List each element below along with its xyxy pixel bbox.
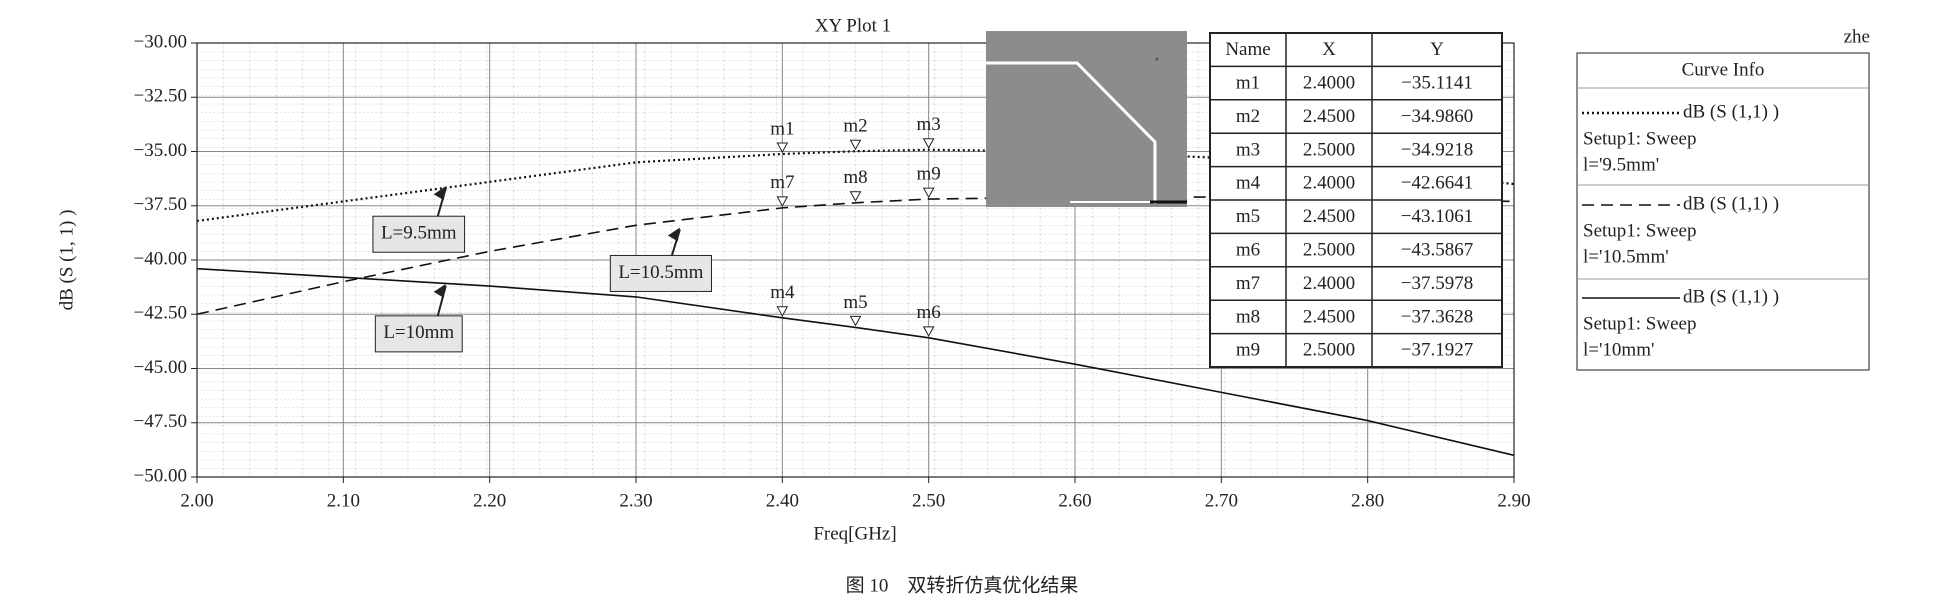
table-cell: 2.5000 [1303, 139, 1355, 160]
table-cell: 2.5000 [1303, 340, 1355, 361]
marker [922, 326, 935, 337]
annotation-box [374, 315, 463, 353]
table-cell: m2 [1236, 106, 1260, 127]
table-cell: −37.1927 [1401, 340, 1473, 361]
y-tick-label: −50.00 [134, 465, 187, 486]
marker [922, 138, 935, 149]
marker-table: Name X Ym1 2.4000 −35.1141 m2 2.4500 −34.9860 m3… [1209, 32, 1503, 368]
marker-label: m7 [770, 172, 794, 193]
legend-title: Curve Info [1682, 59, 1765, 80]
table-cell: 2.4500 [1303, 106, 1355, 127]
marker-label: m6 [917, 302, 941, 323]
legend-param: l='9.5mm' [1583, 154, 1659, 175]
marker-label: m5 [843, 292, 867, 313]
x-tick-label: 2.10 [327, 490, 360, 511]
marker-label: m8 [843, 167, 867, 188]
x-tick-label: 2.60 [1058, 490, 1091, 511]
marker-label: m3 [917, 114, 941, 135]
table-cell: −42.6641 [1401, 173, 1473, 194]
x-tick-label: 2.70 [1205, 490, 1238, 511]
chart-title: XY Plot 1 [815, 15, 891, 36]
x-tick-label: 2.20 [473, 490, 506, 511]
y-tick-label: −45.00 [134, 357, 187, 378]
table-cell: −37.3628 [1401, 306, 1473, 327]
series-line [196, 148, 1515, 223]
legend-param: l='10.5mm' [1583, 246, 1669, 267]
annotation-text: L=10.5mm [618, 262, 703, 283]
y-tick-label: −30.00 [134, 31, 187, 52]
x-tick-label: 2.50 [912, 490, 945, 511]
marker [849, 315, 862, 327]
annotation-arrowhead [433, 283, 446, 298]
annotation-box [372, 215, 466, 253]
caption: 图 10 双转折仿真优化结果 [846, 574, 1079, 596]
table-cell: −34.9218 [1401, 139, 1473, 160]
table-cell: m7 [1236, 273, 1260, 294]
x-tick-label: 2.30 [619, 490, 652, 511]
x-tick-label: 2.00 [180, 490, 213, 511]
marker [776, 142, 789, 154]
table-cell: 2.4000 [1303, 273, 1355, 294]
table-cell: 2.5000 [1303, 239, 1355, 260]
y-tick-label: −47.50 [134, 411, 187, 432]
legend-setup: Setup1: Sweep [1583, 313, 1696, 334]
table-cell: −43.5867 [1401, 239, 1473, 260]
y-axis-label: dB (S (1, 1) ) [56, 210, 77, 311]
x-tick-label: 2.40 [766, 490, 799, 511]
table-cell: −35.1141 [1401, 72, 1473, 93]
table-cell: 2.4500 [1303, 306, 1355, 327]
legend-label: dB (S (1,1) ) [1683, 193, 1779, 214]
inset-image [986, 31, 1187, 207]
table-header: Name [1225, 39, 1270, 60]
y-tick-label: −37.50 [134, 194, 187, 215]
legend-setup: Setup1: Sweep [1583, 220, 1696, 241]
table-cell: m9 [1236, 340, 1260, 361]
marker [776, 306, 789, 317]
annotation-arrowhead [667, 227, 680, 242]
table-cell: −34.9860 [1401, 106, 1473, 127]
table-header: X [1322, 39, 1336, 60]
legend-label: dB (S (1,1) ) [1683, 101, 1779, 122]
x-axis-label: Freq[GHz] [813, 523, 896, 544]
table-cell: m8 [1236, 306, 1260, 327]
table-cell: m6 [1236, 239, 1260, 260]
marker [922, 187, 935, 199]
table-cell: 2.4000 [1303, 72, 1355, 93]
legend-label: dB (S (1,1) ) [1683, 286, 1779, 307]
table-cell: 2.4000 [1303, 173, 1355, 194]
marker [849, 191, 862, 202]
x-tick-label: 2.90 [1497, 490, 1530, 511]
annotation-text: L=10mm [383, 322, 454, 343]
marker-label: m4 [770, 282, 795, 303]
marker-label: m9 [917, 163, 941, 184]
table-cell: −37.5978 [1401, 273, 1473, 294]
table-cell: m4 [1236, 173, 1261, 194]
legend: Curve Info dB (S (1,1) ) Setup1: Sweep l='… [1576, 52, 1870, 371]
y-tick-label: −42.50 [134, 303, 187, 324]
table-cell: −43.1061 [1401, 206, 1473, 227]
table-cell: m5 [1236, 206, 1260, 227]
table-cell: m3 [1236, 139, 1260, 160]
corner-label: zhe [1844, 26, 1870, 47]
annotation-text: L=9.5mm [381, 223, 457, 244]
y-tick-label: −32.50 [134, 86, 187, 107]
table-cell: 2.4500 [1303, 206, 1355, 227]
marker-label: m1 [770, 118, 794, 139]
legend-param: l='10mm' [1583, 339, 1654, 360]
annotation-arrowhead [433, 186, 446, 201]
legend-setup: Setup1: Sweep [1583, 128, 1696, 149]
marker [849, 139, 862, 151]
table-header: Y [1430, 39, 1444, 60]
series-line [196, 267, 1515, 457]
x-tick-label: 2.80 [1351, 490, 1384, 511]
marker [776, 196, 789, 207]
annotation-box [609, 254, 712, 292]
marker-label: m2 [843, 116, 867, 137]
y-tick-label: −40.00 [134, 248, 187, 269]
y-tick-label: −35.00 [134, 140, 187, 161]
table-cell: m1 [1236, 72, 1260, 93]
